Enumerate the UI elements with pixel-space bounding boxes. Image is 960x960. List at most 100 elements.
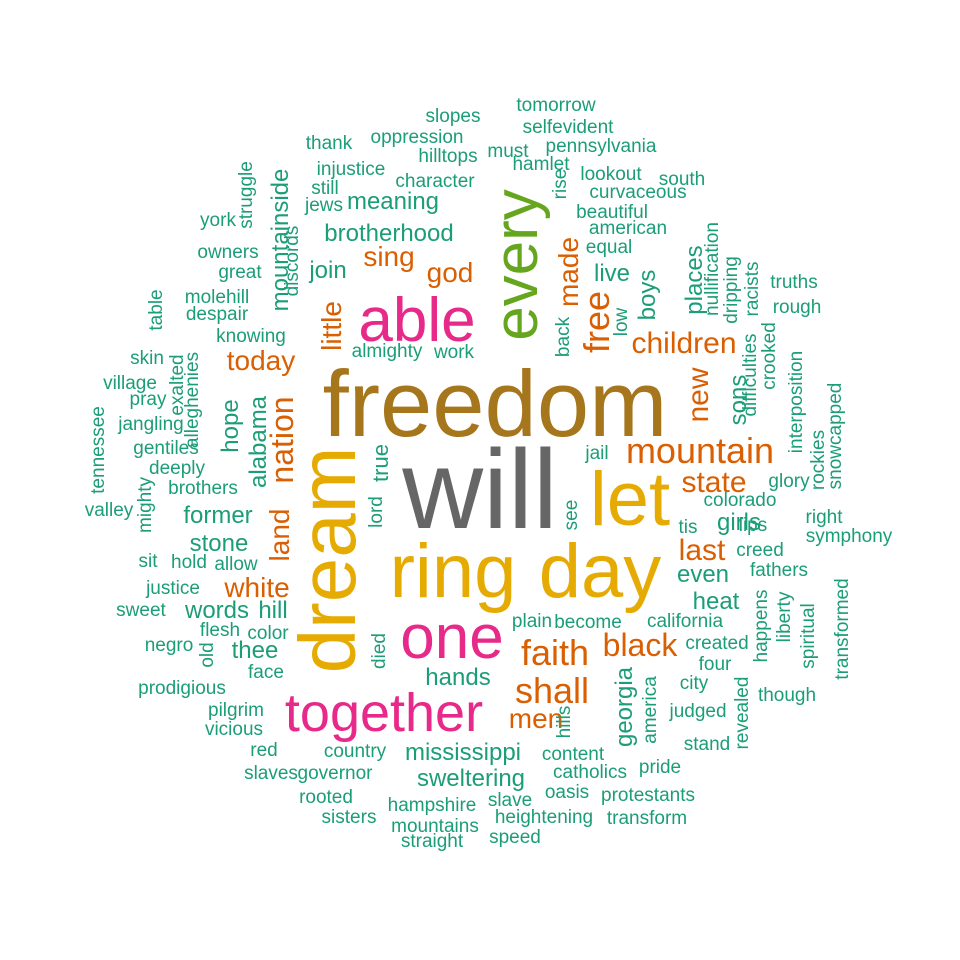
- word-speed: speed: [489, 827, 541, 848]
- word-rise: rise: [550, 169, 571, 200]
- word-deeply: deeply: [149, 458, 205, 479]
- word-flesh: flesh: [200, 620, 240, 641]
- word-hampshire: hampshire: [388, 795, 477, 816]
- word-tis: tis: [679, 517, 698, 538]
- word-day: day: [539, 529, 662, 614]
- word-able: able: [358, 286, 475, 355]
- word-meaning: meaning: [347, 188, 439, 215]
- word-vicious: vicious: [205, 719, 263, 740]
- word-pride: pride: [639, 757, 681, 778]
- word-together: together: [285, 683, 483, 743]
- word-georgia: georgia: [611, 666, 638, 747]
- word-york: york: [200, 210, 236, 231]
- word-join: join: [308, 257, 346, 284]
- word-sons: sons: [725, 375, 752, 426]
- word-true: true: [368, 444, 393, 482]
- word-last: last: [679, 534, 726, 567]
- word-transform: transform: [607, 808, 687, 829]
- word-brothers: brothers: [168, 478, 238, 499]
- word-fathers: fathers: [750, 560, 808, 581]
- word-brotherhood: brotherhood: [324, 220, 453, 247]
- word-created: created: [685, 633, 748, 654]
- word-one: one: [400, 603, 503, 672]
- word-curvaceous: curvaceous: [589, 182, 686, 203]
- word-will: will: [401, 427, 558, 552]
- word-see: see: [561, 500, 582, 531]
- word-pennsylvania: pennsylvania: [546, 136, 657, 157]
- word-hamlet: hamlet: [512, 154, 570, 175]
- word-faith: faith: [521, 632, 589, 673]
- word-color: color: [247, 623, 289, 644]
- word-become: become: [554, 612, 622, 633]
- word-california: california: [647, 611, 723, 632]
- word-slopes: slopes: [426, 106, 481, 127]
- word-nation: nation: [264, 396, 300, 483]
- word-plain: plain: [512, 611, 552, 632]
- word-every: every: [482, 189, 551, 341]
- word-difficulties: difficulties: [740, 333, 761, 416]
- word-work: work: [433, 342, 475, 363]
- word-creed: creed: [736, 540, 784, 561]
- word-protestants: protestants: [601, 785, 695, 806]
- word-made: made: [553, 237, 584, 307]
- word-low: low: [611, 307, 632, 336]
- word-hold: hold: [171, 552, 207, 573]
- word-live: live: [594, 260, 630, 287]
- word-men: men: [509, 703, 563, 734]
- word-shall: shall: [515, 670, 589, 711]
- word-village: village: [103, 373, 157, 394]
- word-heightening: heightening: [495, 807, 593, 828]
- word-mountains: mountains: [391, 816, 479, 837]
- word-crooked: crooked: [759, 322, 780, 390]
- word-rough: rough: [773, 297, 822, 318]
- word-right: right: [806, 507, 844, 528]
- word-gentiles: gentiles: [133, 438, 199, 459]
- word-truths: truths: [770, 272, 818, 293]
- word-liberty: liberty: [774, 591, 795, 642]
- word-mighty: mighty: [135, 477, 156, 533]
- word-tomorrow: tomorrow: [516, 95, 595, 116]
- word-revealed: revealed: [732, 677, 753, 750]
- word-despair: despair: [186, 304, 249, 325]
- word-sweet: sweet: [116, 600, 166, 621]
- word-content: content: [542, 744, 605, 765]
- word-dream: dream: [283, 447, 372, 674]
- word-freedom: freedom: [323, 351, 668, 456]
- word-boys: boys: [634, 270, 661, 321]
- word-little: little: [316, 301, 347, 351]
- word-transformed: transformed: [832, 578, 853, 679]
- word-jews: jews: [304, 195, 343, 216]
- word-interposition: interposition: [786, 351, 807, 453]
- word-mountainside: mountainside: [267, 169, 294, 312]
- word-knowing: knowing: [216, 326, 286, 347]
- word-molehill: molehill: [185, 287, 249, 308]
- word-catholics: catholics: [553, 762, 627, 783]
- word-table: table: [146, 289, 167, 330]
- word-struggle: struggle: [236, 161, 257, 229]
- word-sweltering: sweltering: [417, 765, 525, 792]
- word-pray: pray: [130, 389, 167, 410]
- word-words: words: [184, 597, 249, 624]
- word-hill: hill: [258, 597, 287, 624]
- word-land: land: [264, 509, 295, 562]
- word-tennessee: tennessee: [88, 406, 109, 494]
- word-oasis: oasis: [545, 782, 589, 803]
- word-almighty: almighty: [352, 341, 423, 362]
- word-skin: skin: [130, 348, 164, 369]
- word-nullification: nullification: [702, 222, 723, 316]
- word-selfevident: selfevident: [523, 117, 615, 138]
- word-pilgrim: pilgrim: [208, 700, 264, 721]
- word-equal: equal: [586, 237, 633, 258]
- word-great: great: [218, 262, 262, 283]
- word-snowcapped: snowcapped: [825, 383, 846, 490]
- word-character: character: [395, 171, 475, 192]
- word-state: state: [681, 466, 746, 499]
- word-stone: stone: [190, 530, 249, 557]
- word-white: white: [223, 572, 289, 603]
- word-though: though: [758, 685, 816, 706]
- word-mountain: mountain: [626, 430, 774, 471]
- word-allow: allow: [214, 554, 258, 575]
- word-justice: justice: [145, 578, 200, 599]
- word-spiritual: spiritual: [798, 603, 819, 668]
- word-governor: governor: [298, 763, 374, 784]
